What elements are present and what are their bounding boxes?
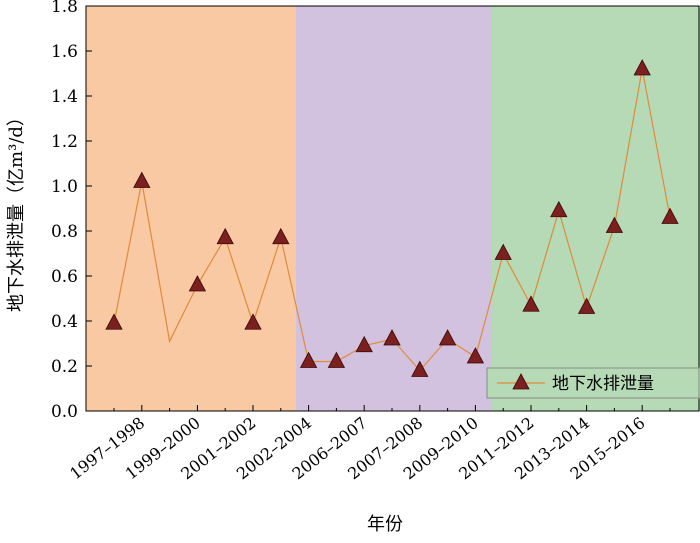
x-axis-title: 年份 (367, 514, 403, 535)
y-tick-label: 0.0 (51, 402, 78, 422)
data-point-marker (244, 313, 262, 330)
y-tick-label: 0.4 (51, 312, 78, 332)
background-band-2 (296, 6, 491, 411)
data-point-marker (633, 59, 651, 76)
legend-marker (512, 373, 530, 390)
data-point-marker (494, 243, 512, 260)
y-tick-label: 1.6 (51, 42, 78, 62)
data-point-marker (272, 227, 290, 245)
data-point-marker (188, 275, 207, 292)
data-point-marker (466, 347, 485, 364)
background-band-3 (491, 6, 700, 411)
background-bands (86, 6, 700, 411)
y-tick-label: 0.6 (51, 267, 78, 287)
background-band-1 (86, 6, 296, 411)
y-axis-ticks: 0.0 0.2 0.4 0.6 0.8 1.0 1.2 1.4 1.6 1.8 (51, 0, 92, 422)
data-point-marker (133, 171, 151, 188)
y-tick-label: 1.4 (51, 87, 78, 107)
data-point-marker (327, 351, 346, 368)
data-point-marker (216, 227, 234, 245)
data-point-marker (383, 329, 401, 346)
y-tick-label: 0.8 (51, 222, 78, 242)
data-point-marker (438, 329, 457, 346)
data-point-marker (550, 200, 568, 218)
data-point-marker (105, 313, 123, 330)
data-point-marker (299, 351, 318, 368)
y-tick-label: 1.0 (51, 177, 78, 197)
data-point-marker (577, 297, 596, 314)
y-tick-label: 0.2 (51, 357, 78, 377)
y-axis-title: 地下水排泄量（亿m³/d） (6, 108, 27, 312)
data-point-marker (661, 207, 679, 224)
x-axis-ticks: 1997–19981999–20002001–20022002–20042006… (66, 405, 671, 483)
data-point-marker (605, 216, 624, 233)
legend-label: 地下水排泄量 (552, 374, 654, 394)
data-point-marker (522, 295, 540, 312)
data-point-marker (355, 335, 373, 353)
data-point-marker (411, 360, 429, 377)
y-tick-label: 1.2 (51, 132, 78, 152)
y-tick-label: 1.8 (51, 0, 78, 17)
legend: 地下水排泄量 (486, 367, 700, 399)
series-markers (105, 59, 679, 377)
